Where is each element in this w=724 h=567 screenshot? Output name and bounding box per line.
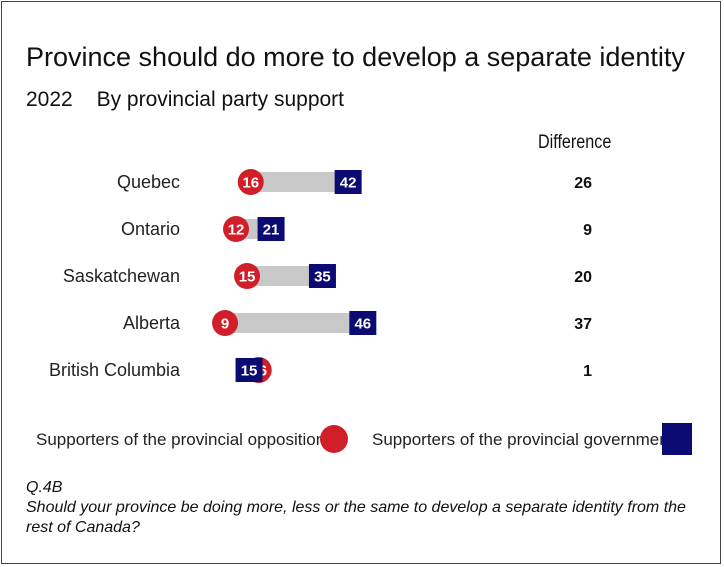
category-label: Alberta (123, 313, 181, 333)
opposition-value: 12 (228, 222, 245, 239)
government-marker (257, 217, 285, 241)
opposition-marker (223, 216, 250, 242)
difference-value: 26 (574, 175, 592, 192)
question-note: Q.4B Should your province be doing more,… (26, 478, 686, 538)
government-value: 35 (314, 269, 331, 286)
question-text: Should your province be doing more, less… (26, 499, 686, 536)
subtitle-year: 2022 (26, 88, 73, 111)
dot-bar-chart: Quebec 42 16 26 Ontario 21 12 9 Saskatchewan 35 15… (36, 169, 692, 455)
subtitle-text: By provincial party support (96, 88, 345, 111)
opposition-value: 9 (221, 316, 229, 333)
government-marker (334, 170, 362, 194)
legend-opposition-label: Supporters of the provincial opposition (36, 430, 325, 449)
opposition-marker (237, 169, 264, 195)
difference-header: Difference (538, 132, 612, 153)
question-code: Q.4B (26, 479, 63, 496)
range-bar (225, 313, 361, 333)
legend-government-swatch (662, 423, 692, 455)
opposition-value: 16 (242, 175, 259, 192)
difference-value: 37 (574, 316, 592, 333)
legend-government-label: Supporters of the provincial government (372, 430, 674, 449)
government-marker (235, 358, 263, 382)
government-value: 21 (263, 222, 280, 239)
government-value: 46 (354, 316, 371, 333)
opposition-value: 15 (239, 269, 256, 286)
government-value: 15 (241, 363, 258, 380)
range-bar (250, 172, 347, 192)
difference-value: 20 (574, 269, 592, 286)
chart-title: Province should do more to develop a sep… (26, 42, 685, 72)
category-label: British Columbia (49, 360, 181, 380)
difference-value: 9 (583, 222, 592, 239)
government-marker (349, 311, 377, 335)
chart-subtitle: 2022 By provincial party support (26, 88, 344, 112)
range-bar (247, 266, 321, 286)
category-label: Quebec (117, 172, 180, 192)
opposition-marker (212, 310, 239, 336)
opposition-marker (234, 263, 261, 289)
difference-value: 1 (583, 363, 592, 380)
government-value: 42 (340, 175, 357, 192)
government-marker (308, 264, 336, 288)
legend-opposition-swatch (320, 425, 348, 453)
category-label: Saskatchewan (63, 266, 180, 286)
category-label: Ontario (121, 219, 180, 239)
